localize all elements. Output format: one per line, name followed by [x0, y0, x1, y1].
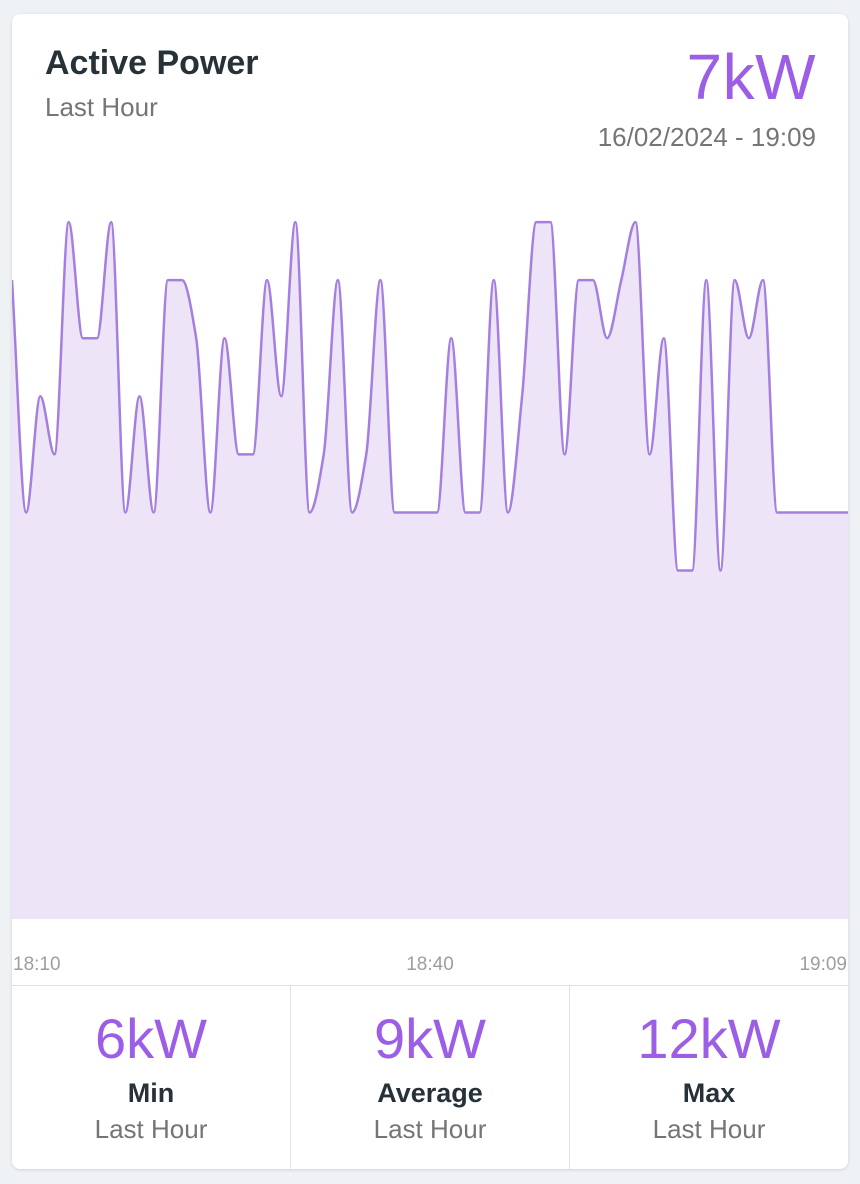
- chart-point[interactable]: [420, 509, 426, 515]
- power-chart[interactable]: 18:10 18:40 19:09: [12, 164, 848, 984]
- chart-point[interactable]: [23, 509, 29, 515]
- chart-point[interactable]: [137, 393, 143, 399]
- chart-point[interactable]: [817, 509, 823, 515]
- x-tick-label: 19:09: [799, 954, 847, 975]
- chart-point[interactable]: [80, 335, 86, 341]
- chart-point[interactable]: [392, 509, 398, 515]
- chart-point[interactable]: [307, 509, 313, 515]
- chart-point[interactable]: [562, 451, 568, 457]
- stats-row: 6kW Min Last Hour 9kW Average Last Hour …: [12, 985, 848, 1169]
- stat-min-value: 6kW: [95, 1007, 207, 1070]
- chart-point[interactable]: [151, 509, 157, 515]
- chart-point[interactable]: [448, 335, 454, 341]
- chart-point[interactable]: [292, 219, 298, 225]
- chart-point[interactable]: [732, 277, 738, 283]
- chart-point[interactable]: [406, 509, 412, 515]
- chart-point[interactable]: [222, 335, 228, 341]
- x-axis-ticks: 18:10 18:40 19:09: [13, 954, 847, 975]
- chart-point[interactable]: [278, 393, 284, 399]
- chart-point[interactable]: [122, 509, 128, 515]
- chart-point[interactable]: [590, 277, 596, 283]
- power-chart-svg[interactable]: 18:10 18:40 19:09: [12, 164, 848, 984]
- stat-max-label: Max: [682, 1078, 736, 1108]
- chart-point[interactable]: [661, 335, 667, 341]
- chart-point[interactable]: [462, 509, 468, 515]
- chart-point[interactable]: [37, 393, 43, 399]
- chart-series-line: [12, 220, 848, 572]
- x-tick-label: 18:40: [406, 954, 454, 975]
- chart-point[interactable]: [802, 509, 808, 515]
- chart-point[interactable]: [52, 451, 58, 457]
- chart-point[interactable]: [505, 509, 511, 515]
- stat-max-sub: Last Hour: [652, 1114, 766, 1144]
- chart-point[interactable]: [335, 277, 341, 283]
- stat-average-value: 9kW: [374, 1007, 486, 1070]
- chart-point[interactable]: [519, 393, 525, 399]
- stat-average-sub: Last Hour: [373, 1114, 487, 1144]
- stat-average: 9kW Average Last Hour: [290, 986, 569, 1169]
- chart-point[interactable]: [675, 568, 681, 574]
- stat-min-sub: Last Hour: [94, 1114, 208, 1144]
- card-subtitle: Last Hour: [45, 92, 158, 122]
- chart-point[interactable]: [576, 277, 582, 283]
- chart-point[interactable]: [604, 335, 610, 341]
- chart-point[interactable]: [193, 335, 199, 341]
- chart-point[interactable]: [547, 219, 553, 225]
- active-power-card: Active Power Last Hour 7kW 16/02/2024 - …: [12, 14, 848, 1169]
- chart-point[interactable]: [264, 277, 270, 283]
- chart-point[interactable]: [533, 219, 539, 225]
- chart-point[interactable]: [434, 509, 440, 515]
- chart-point[interactable]: [66, 219, 72, 225]
- chart-point[interactable]: [349, 509, 355, 515]
- stat-max: 12kW Max Last Hour: [569, 986, 848, 1169]
- current-value: 7kW: [686, 41, 816, 113]
- chart-point[interactable]: [377, 277, 383, 283]
- chart-point[interactable]: [760, 277, 766, 283]
- card-title: Active Power: [45, 44, 259, 82]
- stat-min: 6kW Min Last Hour: [12, 986, 290, 1169]
- chart-point[interactable]: [689, 568, 695, 574]
- chart-area-fill: [12, 222, 848, 919]
- chart-point[interactable]: [108, 219, 114, 225]
- chart-point[interactable]: [363, 451, 369, 457]
- stat-average-label: Average: [377, 1078, 483, 1108]
- chart-point[interactable]: [477, 509, 483, 515]
- chart-point[interactable]: [165, 277, 171, 283]
- chart-point[interactable]: [788, 509, 794, 515]
- chart-point[interactable]: [207, 509, 213, 515]
- chart-point[interactable]: [717, 568, 723, 574]
- chart-point[interactable]: [179, 277, 185, 283]
- stat-max-value: 12kW: [637, 1007, 781, 1070]
- chart-point[interactable]: [746, 335, 752, 341]
- chart-point[interactable]: [94, 335, 100, 341]
- chart-point[interactable]: [632, 219, 638, 225]
- chart-point[interactable]: [236, 451, 242, 457]
- chart-point[interactable]: [618, 277, 624, 283]
- chart-point[interactable]: [774, 509, 780, 515]
- chart-point[interactable]: [491, 277, 497, 283]
- chart-point[interactable]: [703, 277, 709, 283]
- x-tick-label: 18:10: [13, 954, 61, 975]
- timestamp: 16/02/2024 - 19:09: [597, 122, 816, 152]
- chart-point[interactable]: [250, 451, 256, 457]
- chart-point[interactable]: [831, 509, 837, 515]
- chart-point[interactable]: [647, 451, 653, 457]
- chart-point[interactable]: [321, 451, 327, 457]
- stat-min-label: Min: [127, 1078, 175, 1108]
- chart-point[interactable]: [12, 277, 15, 283]
